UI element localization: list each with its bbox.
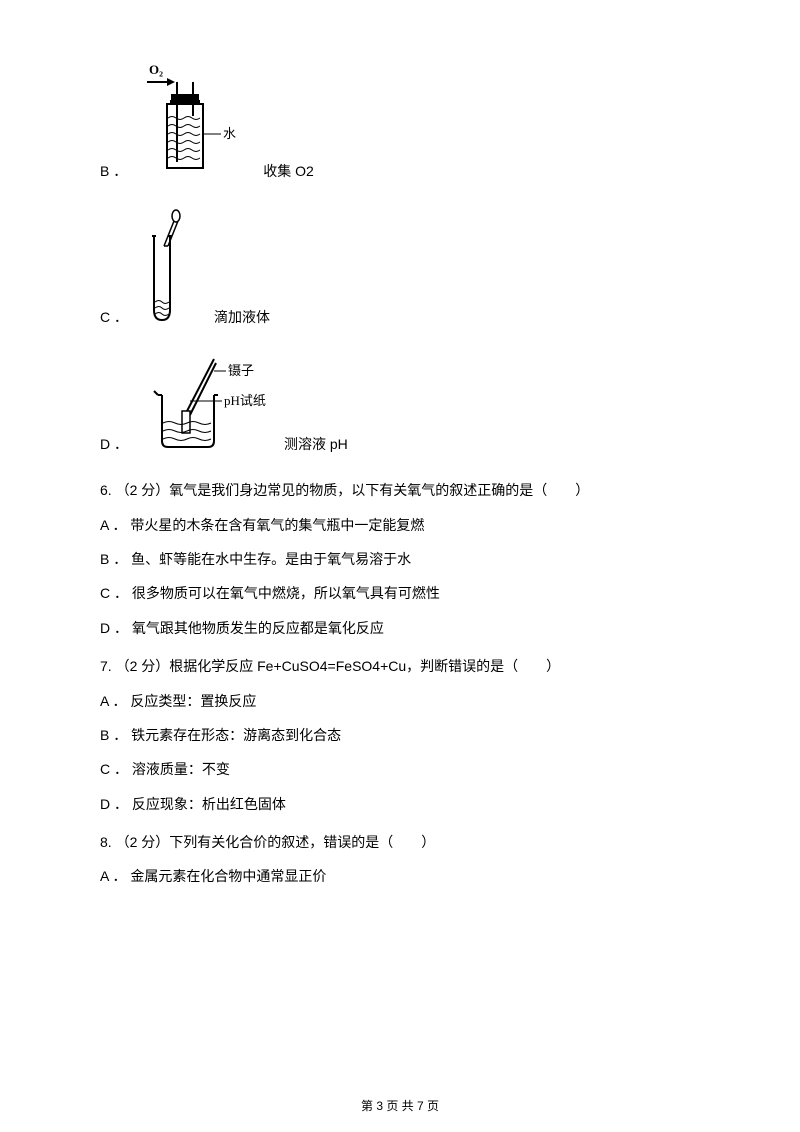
q6-choice-b: B ． 鱼、虾等能在水中生存。是由于氧气易溶于水: [100, 548, 700, 570]
tweezer-label-text: 镊子: [228, 363, 254, 378]
option-b-text: 收集 O2: [263, 160, 314, 186]
option-d-text: 测溶液 pH: [284, 433, 348, 459]
ph-paper-label-text: pH试纸: [224, 393, 266, 408]
q8-stem: 8. （2 分）下列有关化合价的叙述，错误的是（ ）: [100, 831, 700, 853]
option-b-row: B ． O₂: [100, 60, 700, 186]
q6-stem: 6. （2 分）氧气是我们身边常见的物质，以下有关氧气的叙述正确的是（ ）: [100, 479, 700, 501]
q6-choice-c: C ． 很多物质可以在氧气中燃烧，所以氧气具有可燃性: [100, 582, 700, 604]
q7-choice-b: B ． 铁元素存在形态：游离态到化合态: [100, 724, 700, 746]
q7-choice-c: C ． 溶液质量：不变: [100, 758, 700, 780]
q6-choice-d: D ． 氧气跟其他物质发生的反应都是氧化反应: [100, 617, 700, 639]
q6-choice-a: A ． 带火星的木条在含有氧气的集气瓶中一定能复燃: [100, 514, 700, 536]
option-c-letter: C ．: [100, 306, 128, 332]
q8-choice-a: A ． 金属元素在化合物中通常显正价: [100, 865, 700, 887]
q7-stem: 7. （2 分）根据化学反应 Fe+CuSO4=FeSO4+Cu，判断错误的是（…: [100, 655, 700, 677]
q7-choice-d: D ． 反应现象：析出红色固体: [100, 793, 700, 815]
o2-label-text: O₂: [149, 62, 163, 77]
option-d-diagram: 镊子 pH试纸: [136, 353, 276, 459]
option-b-diagram: O₂ 水: [135, 60, 255, 186]
option-c-diagram: [136, 206, 206, 332]
water-label-text: 水: [223, 126, 236, 141]
option-b-letter: B ．: [100, 160, 127, 186]
option-c-text: 滴加液体: [214, 306, 270, 332]
q7-choice-a: A ． 反应类型：置换反应: [100, 690, 700, 712]
page-footer: 第 3 页 共 7 页: [0, 1097, 800, 1116]
option-d-row: D ． 镊子 pH试纸 测溶液 pH: [100, 353, 700, 459]
option-c-row: C ． 滴加液体: [100, 206, 700, 332]
option-d-letter: D ．: [100, 433, 128, 459]
